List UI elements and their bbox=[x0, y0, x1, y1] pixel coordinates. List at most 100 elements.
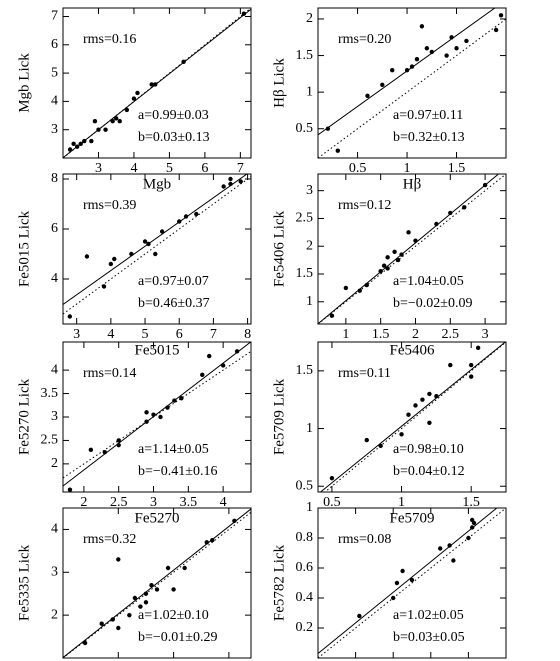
x-axis-label: Fe5406 bbox=[390, 342, 436, 358]
y-tick-label: 2.5 bbox=[296, 211, 314, 226]
y-tick-label: 1 bbox=[306, 500, 313, 515]
y-tick-label: 2.5 bbox=[41, 433, 59, 448]
data-point bbox=[99, 621, 104, 626]
y-tick-label: 1.5 bbox=[296, 48, 314, 63]
data-point bbox=[469, 525, 475, 530]
y-tick-label: 0.5 bbox=[296, 478, 314, 493]
data-point bbox=[399, 432, 404, 437]
data-point bbox=[71, 141, 76, 147]
y-axis-label: Fe5406 Lick bbox=[271, 210, 287, 287]
y-axis-label: Fe5782 Lick bbox=[271, 544, 287, 621]
data-point bbox=[158, 414, 163, 420]
slope-annotation: a=1.04±0.05 bbox=[393, 274, 464, 289]
data-point bbox=[420, 397, 425, 402]
data-point bbox=[124, 107, 130, 113]
data-point bbox=[498, 13, 504, 18]
data-point bbox=[92, 119, 98, 124]
x-tick-label: 2 bbox=[412, 327, 419, 342]
plot-area bbox=[63, 508, 251, 658]
data-point bbox=[171, 587, 176, 592]
data-point bbox=[116, 442, 121, 448]
data-point bbox=[448, 210, 453, 216]
data-point bbox=[179, 396, 184, 401]
y-tick-label: 0.6 bbox=[296, 560, 314, 575]
data-point bbox=[378, 443, 383, 449]
data-point bbox=[424, 46, 430, 51]
rms-annotation: rms=0.14 bbox=[83, 366, 136, 381]
intercept-annotation: b=−0.41±0.16 bbox=[138, 464, 217, 479]
x-tick-label: 3 bbox=[95, 161, 102, 176]
intercept-annotation: b=0.32±0.13 bbox=[393, 130, 465, 145]
data-point bbox=[142, 239, 148, 244]
data-point bbox=[183, 214, 189, 219]
y-tick-label: 3 bbox=[51, 122, 58, 137]
data-point bbox=[165, 405, 170, 410]
y-axis-label: Fe5709 Lick bbox=[271, 378, 287, 455]
panel: 234234Fe5335Fe5335 Lickrms=0.32a=1.02±0.… bbox=[16, 507, 252, 659]
fit-line bbox=[63, 342, 251, 487]
x-axis-label: Hβ bbox=[403, 176, 421, 192]
data-point bbox=[357, 613, 362, 619]
fit-line bbox=[319, 342, 506, 492]
data-point bbox=[232, 518, 237, 524]
data-point bbox=[144, 410, 149, 415]
x-axis-label: Fe5270 bbox=[135, 510, 180, 526]
data-point bbox=[165, 565, 171, 571]
x-axis-label: Fe5709 bbox=[390, 510, 435, 526]
data-point bbox=[172, 398, 177, 403]
intercept-annotation: b=0.46±0.37 bbox=[138, 296, 210, 311]
data-point bbox=[108, 261, 114, 267]
y-tick-label: 3.5 bbox=[41, 386, 59, 401]
data-point bbox=[210, 537, 215, 543]
data-point bbox=[127, 612, 132, 618]
data-point bbox=[96, 127, 101, 132]
y-axis-label: Fe5270 Lick bbox=[16, 378, 32, 455]
data-point bbox=[378, 269, 383, 274]
data-point bbox=[74, 144, 80, 149]
data-point bbox=[78, 141, 83, 147]
data-point bbox=[194, 211, 199, 217]
x-tick-label: 1.5 bbox=[462, 495, 480, 510]
data-point bbox=[429, 49, 434, 55]
data-point bbox=[329, 313, 335, 318]
one-to-one-line bbox=[318, 508, 506, 658]
data-point bbox=[132, 595, 138, 601]
rms-annotation: rms=0.32 bbox=[83, 532, 136, 547]
panel: 3 4 5 6 7 8 4 6 8 Fe5015 Fe5015 Lick rms=0.39 a=0.97… bbox=[16, 171, 252, 358]
data-point bbox=[462, 205, 467, 210]
y-tick-label: 3 bbox=[51, 565, 58, 580]
x-tick-label: 5 bbox=[142, 327, 149, 342]
data-point bbox=[116, 625, 121, 631]
x-tick-label: 0.5 bbox=[349, 161, 367, 176]
data-point bbox=[131, 96, 137, 101]
data-point bbox=[149, 582, 154, 588]
plot-area bbox=[63, 174, 251, 319]
plot-area bbox=[319, 342, 506, 492]
data-point bbox=[151, 412, 156, 417]
data-point bbox=[89, 138, 94, 144]
x-tick-label: 1.5 bbox=[448, 161, 466, 176]
y-tick-label: 6 bbox=[51, 37, 58, 52]
data-point bbox=[381, 263, 387, 268]
x-tick-label: 4 bbox=[130, 161, 137, 176]
data-point bbox=[451, 558, 456, 563]
data-point bbox=[395, 257, 401, 263]
x-axis-label: Fe5015 bbox=[135, 342, 180, 358]
y-tick-label: 1 bbox=[306, 84, 313, 99]
data-point bbox=[117, 119, 122, 124]
x-tick-label: 6 bbox=[176, 327, 183, 342]
data-point bbox=[143, 600, 149, 605]
y-tick-label: 1 bbox=[306, 421, 313, 436]
data-point bbox=[220, 363, 226, 368]
plot-area bbox=[63, 342, 251, 492]
data-point bbox=[466, 535, 471, 541]
intercept-annotation: b=0.03±0.13 bbox=[138, 130, 210, 145]
x-axis-label: Mgb bbox=[143, 176, 171, 192]
data-point bbox=[181, 59, 186, 64]
data-point bbox=[110, 617, 115, 622]
data-point bbox=[159, 229, 165, 234]
data-point bbox=[434, 221, 439, 227]
fit-line bbox=[63, 508, 251, 658]
data-point bbox=[84, 254, 90, 259]
